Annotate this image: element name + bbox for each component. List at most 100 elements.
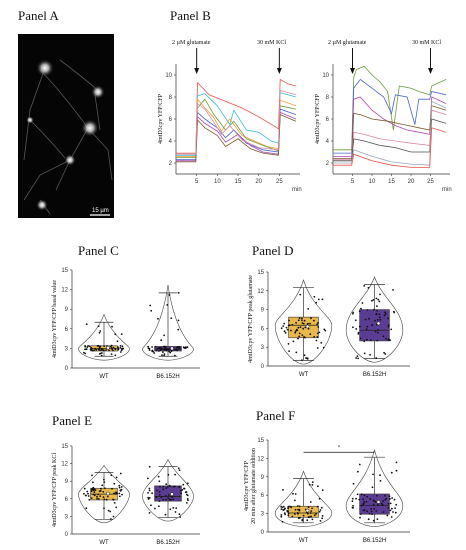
data-point (315, 301, 317, 304)
x-category-label: B6.152H (156, 540, 179, 546)
data-point (385, 337, 387, 340)
y-tick-label: 15 (61, 444, 68, 450)
x-category-label: B6.152H (363, 372, 386, 378)
data-point (184, 491, 187, 494)
data-point (118, 495, 121, 498)
data-point (376, 319, 379, 321)
y-tick-label: 15 (61, 268, 68, 274)
data-point (83, 492, 85, 495)
data-point (366, 510, 368, 513)
data-point (378, 313, 381, 316)
data-point (159, 347, 161, 349)
data-point (184, 347, 187, 350)
cell-soma (36, 59, 54, 77)
data-point (360, 307, 362, 310)
data-point (286, 328, 289, 331)
data-point (294, 513, 296, 515)
data-point (354, 319, 357, 322)
data-point (118, 492, 121, 495)
data-point (395, 503, 398, 506)
data-point (365, 338, 368, 341)
data-point (373, 500, 376, 502)
data-point (280, 508, 283, 510)
y-tick-label: 3 (65, 346, 69, 352)
data-point (84, 345, 87, 348)
data-point (386, 514, 389, 517)
data-point (310, 515, 312, 518)
data-point (384, 311, 386, 314)
data-point (186, 346, 189, 349)
data-point (174, 485, 176, 488)
data-point (166, 304, 169, 306)
data-point (317, 485, 319, 488)
data-point (298, 505, 301, 508)
panel-b-title: Panel B (170, 8, 211, 23)
data-point (99, 349, 101, 351)
data-point (324, 329, 327, 332)
data-point (382, 511, 385, 513)
data-point (163, 345, 166, 348)
data-point (114, 348, 117, 351)
data-point (362, 498, 364, 501)
data-point (309, 512, 312, 514)
y-axis-label: 4mtD3cpv YFP/CFP peak glutamate (248, 275, 254, 363)
data-point (84, 352, 87, 355)
y-tick-label: 3 (261, 345, 265, 351)
data-point (85, 348, 88, 350)
y-axis-label: 20 min after glutamate addition (250, 448, 257, 524)
data-point (356, 355, 359, 357)
data-point (114, 333, 117, 336)
data-point (316, 323, 318, 326)
data-point (307, 506, 310, 508)
data-point (155, 349, 158, 352)
data-point (303, 319, 306, 322)
data-point (187, 499, 189, 502)
data-point (154, 507, 156, 510)
data-point (120, 351, 122, 353)
violin-outline (274, 279, 333, 365)
data-point (147, 492, 150, 494)
data-point (376, 339, 379, 342)
x-category-label: B6.152H (156, 374, 179, 380)
data-point (366, 495, 369, 498)
data-point (294, 493, 297, 495)
y-tick-label: 12 (257, 456, 264, 462)
data-point (93, 488, 96, 491)
x-axis-label: min (292, 187, 302, 193)
data-point (321, 517, 323, 520)
y-tick-label: 15 (257, 438, 264, 444)
data-point (164, 513, 167, 516)
data-point (303, 354, 306, 357)
data-point (357, 333, 360, 335)
data-point (393, 311, 396, 314)
data-point (388, 495, 391, 498)
data-point (172, 498, 175, 501)
violin-outline (274, 470, 333, 527)
data-point (288, 319, 290, 322)
data-point (174, 354, 176, 357)
data-point (163, 348, 166, 351)
data-point (298, 335, 301, 338)
data-point (321, 489, 324, 491)
y-tick-label: 2 (326, 161, 330, 167)
data-point (379, 293, 381, 296)
data-point (371, 324, 373, 326)
data-point (116, 340, 119, 343)
data-point (91, 474, 93, 477)
data-point (359, 337, 362, 340)
data-point (98, 331, 101, 334)
data-point (301, 322, 304, 324)
data-point (162, 485, 165, 488)
data-point (103, 498, 106, 501)
data-point (379, 318, 382, 321)
data-point (110, 346, 113, 349)
data-point (283, 322, 286, 325)
y-tick-label: 6 (261, 326, 265, 332)
data-point (91, 347, 93, 350)
y-tick-label: 12 (61, 462, 68, 468)
data-point (359, 513, 362, 515)
data-point (185, 502, 188, 504)
panel-f-title: Panel F (256, 408, 295, 423)
data-point (86, 346, 89, 348)
data-point (391, 507, 393, 510)
